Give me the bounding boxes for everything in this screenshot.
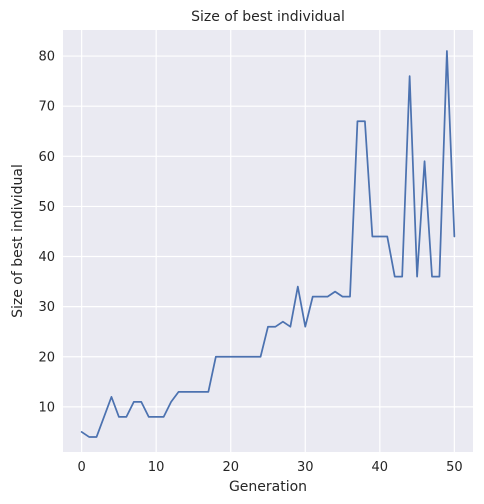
y-tick-label: 10 — [38, 400, 55, 415]
grid-lines — [63, 30, 473, 452]
x-tick-label: 30 — [297, 460, 314, 475]
y-tick-label: 30 — [38, 300, 55, 315]
y-tick-label: 80 — [38, 50, 55, 65]
x-tick-label: 40 — [372, 460, 389, 475]
x-tick-label: 10 — [148, 460, 165, 475]
series-line — [80, 50, 456, 438]
y-tick-label: 40 — [38, 250, 55, 265]
y-tick-label: 50 — [38, 200, 55, 215]
plot-area — [63, 30, 473, 452]
x-tick-label: 50 — [446, 460, 463, 475]
y-axis-label: Size of best individual — [10, 164, 26, 318]
y-tick-label: 60 — [38, 150, 55, 165]
y-tick-label: 20 — [38, 350, 55, 365]
y-tick-label: 70 — [38, 100, 55, 115]
x-tick-label: 0 — [77, 460, 85, 475]
x-axis-ticks: 0 10 20 30 40 50 — [77, 460, 462, 475]
y-axis-ticks: 10 20 30 40 50 60 70 80 — [38, 50, 55, 416]
x-tick-label: 20 — [222, 460, 239, 475]
x-axis-label: Generation — [229, 479, 307, 495]
chart-title: Size of best individual — [191, 9, 345, 25]
